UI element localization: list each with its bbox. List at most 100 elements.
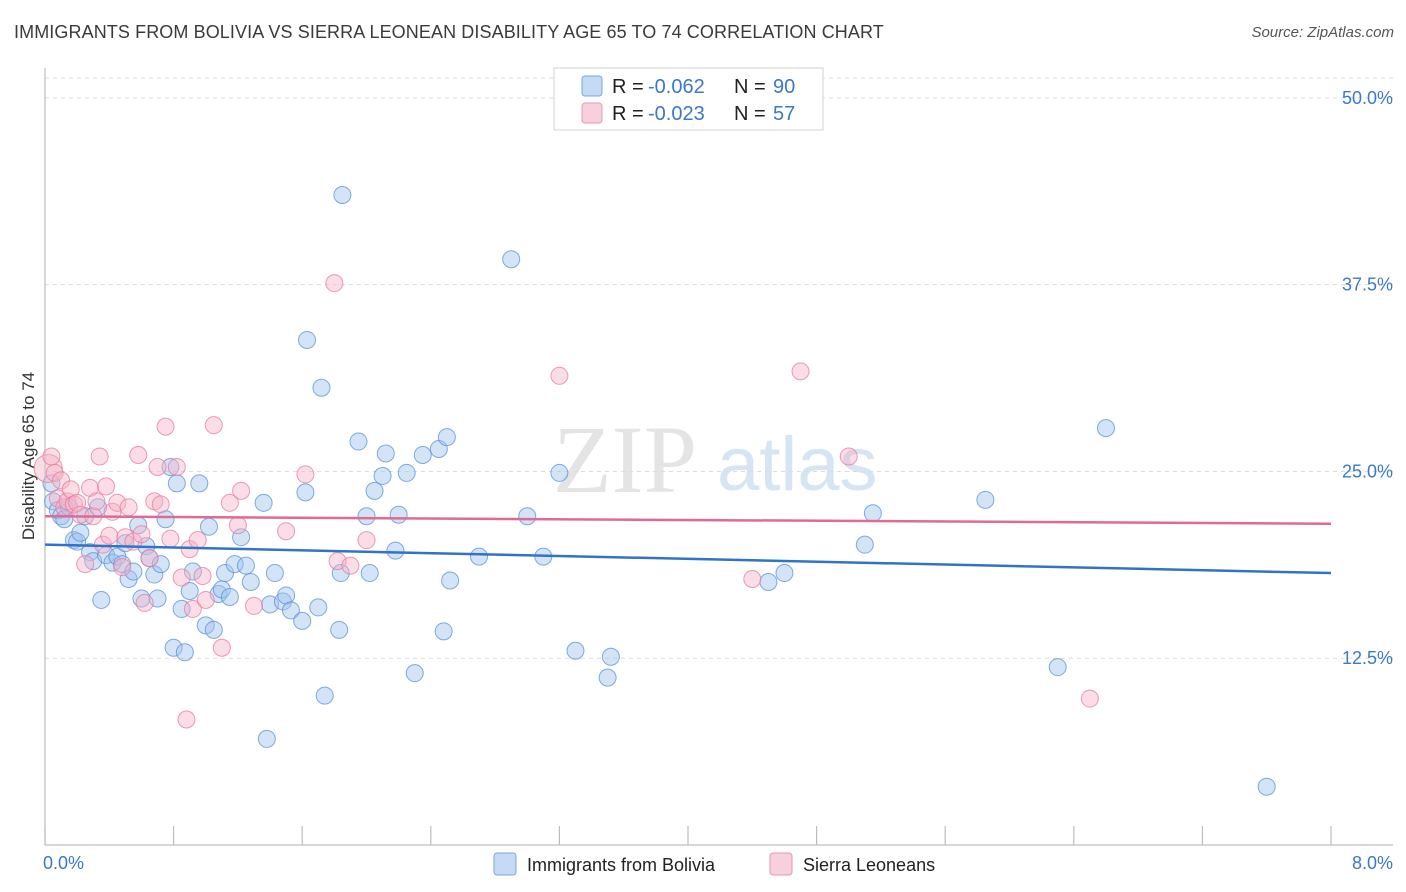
point-sierra-leone bbox=[87, 492, 106, 511]
point-sierra-leone bbox=[177, 710, 196, 729]
point-sierra-leone bbox=[743, 570, 762, 589]
y-tick-label: 50.0% bbox=[1342, 88, 1393, 108]
bottom-legend-swatch-bolivia bbox=[493, 852, 517, 876]
point-bolivia bbox=[441, 571, 460, 590]
point-sierra-leone bbox=[220, 493, 239, 512]
watermark-atlas: atlas bbox=[717, 422, 878, 507]
point-sierra-leone bbox=[161, 529, 180, 548]
point-sierra-leone bbox=[1080, 689, 1099, 708]
point-bolivia bbox=[518, 507, 537, 526]
point-sierra-leone bbox=[791, 362, 810, 381]
series-sierra-leone-points bbox=[33, 274, 1099, 729]
x-tick-label-min: 0.0% bbox=[43, 853, 84, 873]
point-bolivia bbox=[44, 492, 63, 511]
point-bolivia bbox=[357, 507, 376, 526]
legend-r-value-bolivia: -0.062 bbox=[648, 76, 705, 98]
point-sierra-leone bbox=[228, 516, 247, 535]
point-bolivia bbox=[376, 444, 395, 463]
x-axis-ticks bbox=[44, 826, 1332, 845]
point-bolivia bbox=[183, 562, 202, 581]
point-bolivia bbox=[225, 555, 244, 574]
point-bolivia bbox=[386, 541, 405, 560]
point-bolivia bbox=[241, 573, 260, 592]
point-sierra-leone bbox=[212, 638, 231, 657]
point-bolivia bbox=[161, 457, 180, 476]
point-bolivia bbox=[309, 598, 328, 617]
legend-r-label-sierra-leone: R = bbox=[612, 103, 644, 125]
y-tick-label: 37.5% bbox=[1342, 275, 1393, 295]
legend-n-label-bolivia: N = bbox=[734, 76, 766, 98]
point-bolivia bbox=[220, 587, 239, 606]
legend-n-value-bolivia: 90 bbox=[773, 76, 795, 98]
point-bolivia bbox=[281, 601, 300, 620]
point-bolivia bbox=[601, 647, 620, 666]
point-bolivia bbox=[190, 474, 209, 493]
point-bolivia bbox=[145, 565, 164, 584]
point-sierra-leone bbox=[76, 555, 95, 574]
point-bolivia bbox=[92, 590, 111, 609]
point-bolivia bbox=[598, 668, 617, 687]
point-sierra-leone bbox=[341, 556, 360, 575]
point-bolivia bbox=[434, 622, 453, 641]
point-bolivia bbox=[976, 490, 995, 509]
point-sierra-leone bbox=[68, 493, 87, 512]
point-bolivia bbox=[315, 686, 334, 705]
point-sierra-leone bbox=[64, 495, 83, 514]
bottom-legend-swatch-sierra-leone bbox=[769, 852, 793, 876]
point-bolivia bbox=[759, 573, 778, 592]
point-sierra-leone bbox=[108, 493, 127, 512]
point-bolivia bbox=[42, 474, 61, 493]
point-sierra-leone bbox=[71, 505, 90, 524]
point-sierra-leone bbox=[148, 457, 167, 476]
point-bolivia bbox=[349, 432, 368, 451]
point-bolivia bbox=[373, 466, 392, 485]
y-axis-label: Disability Age 65 to 74 bbox=[19, 372, 38, 540]
point-sierra-leone bbox=[204, 416, 223, 435]
source-label: Source: ZipAtlas.com bbox=[1251, 24, 1394, 41]
point-bolivia bbox=[265, 564, 284, 583]
point-sierra-leone bbox=[550, 366, 569, 385]
y-tick-label: 12.5% bbox=[1342, 648, 1393, 668]
point-bolivia bbox=[124, 562, 143, 581]
trend-line-bolivia bbox=[44, 543, 1332, 575]
point-bolivia bbox=[312, 378, 331, 397]
point-sierra-leone bbox=[100, 526, 119, 545]
point-bolivia bbox=[333, 186, 352, 205]
point-bolivia bbox=[254, 493, 273, 512]
point-bolivia bbox=[389, 505, 408, 524]
point-sierra-leone bbox=[156, 417, 175, 436]
legend-swatch-bolivia bbox=[581, 75, 603, 97]
point-sierra-leone bbox=[193, 567, 212, 586]
point-sierra-leone bbox=[90, 447, 109, 466]
point-sierra-leone bbox=[135, 593, 154, 612]
point-bolivia bbox=[330, 620, 349, 639]
point-bolivia bbox=[566, 641, 585, 660]
point-sierra-leone bbox=[839, 447, 858, 466]
legend-n-value-sierra-leone: 57 bbox=[773, 103, 795, 125]
y-tick-label: 25.0% bbox=[1342, 461, 1393, 481]
legend-r-value-sierra-leone: -0.023 bbox=[648, 103, 705, 125]
point-bolivia bbox=[360, 564, 379, 583]
x-tick-label-max: 8.0% bbox=[1352, 853, 1393, 873]
point-bolivia bbox=[164, 638, 183, 657]
point-sierra-leone bbox=[129, 446, 148, 465]
y-tick-labels: 12.5% 25.0% 37.5% 50.0% bbox=[1342, 88, 1393, 668]
point-sierra-leone bbox=[357, 531, 376, 550]
point-bolivia bbox=[103, 553, 122, 572]
legend-swatch-sierra-leone bbox=[581, 102, 603, 124]
point-bolivia bbox=[470, 547, 489, 566]
legend-r-label-bolivia: R = bbox=[612, 76, 644, 98]
legend-n-label-sierra-leone: N = bbox=[734, 103, 766, 125]
point-bolivia bbox=[550, 463, 569, 482]
point-bolivia bbox=[1096, 419, 1115, 438]
point-bolivia bbox=[298, 330, 317, 349]
point-sierra-leone bbox=[325, 274, 344, 293]
point-bolivia bbox=[397, 463, 416, 482]
point-sierra-leone bbox=[97, 477, 116, 496]
point-bolivia bbox=[413, 446, 432, 465]
point-sierra-leone bbox=[119, 498, 138, 517]
point-bolivia bbox=[167, 474, 186, 493]
point-sierra-leone bbox=[42, 447, 61, 466]
point-sierra-leone bbox=[132, 525, 151, 544]
